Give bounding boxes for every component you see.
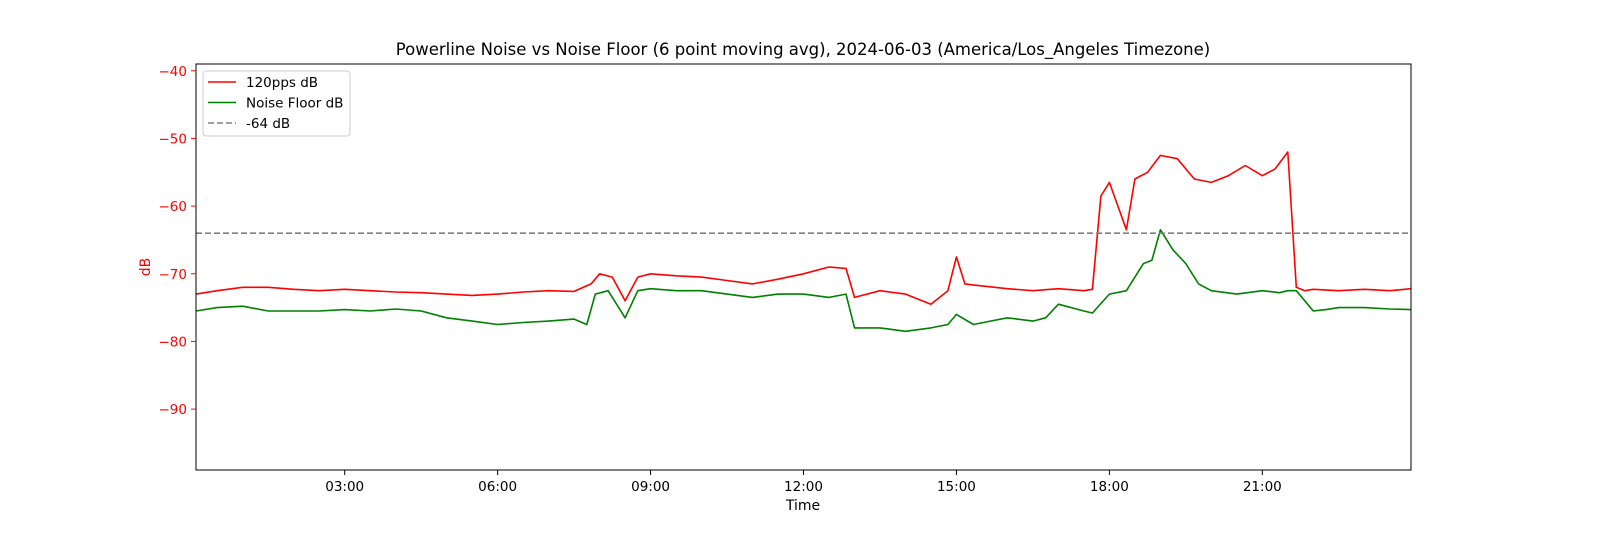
y-tick-label: −80 — [159, 334, 188, 350]
y-tick-label: −50 — [159, 131, 188, 147]
x-tick-label: 09:00 — [631, 479, 670, 495]
x-tick-label: 12:00 — [784, 479, 823, 495]
y-tick-label: −70 — [159, 267, 188, 283]
series-layer — [195, 151, 1412, 333]
series-line-1 — [195, 229, 1412, 333]
legend-label-1: Noise Floor dB — [246, 96, 343, 112]
legend: 120pps dB Noise Floor dB -64 dB — [202, 70, 351, 137]
y-tick-label: −90 — [159, 402, 188, 418]
plot-frame — [195, 63, 1412, 471]
y-axis-label: dB — [138, 258, 154, 277]
x-tick-label: 21:00 — [1243, 479, 1282, 495]
x-tick-label: 15:00 — [937, 479, 976, 495]
legend-label-2: -64 dB — [246, 116, 290, 132]
y-tick-label: −40 — [159, 64, 188, 80]
x-tick-label: 18:00 — [1090, 479, 1129, 495]
legend-box — [202, 70, 351, 137]
series-line-0 — [195, 151, 1412, 306]
y-tick-label: −60 — [159, 199, 188, 215]
y-axis: −40 −50 −60 −70 −80 −90 — [159, 64, 196, 418]
x-tick-label: 03:00 — [325, 479, 364, 495]
x-tick-label: 06:00 — [478, 479, 517, 495]
x-axis: 03:00 06:00 09:00 12:00 15:00 18:00 21:00 — [325, 470, 1282, 495]
legend-label-0: 120pps dB — [246, 75, 318, 91]
x-axis-label: Time — [785, 498, 820, 514]
chart-title: Powerline Noise vs Noise Floor (6 point … — [396, 40, 1210, 60]
